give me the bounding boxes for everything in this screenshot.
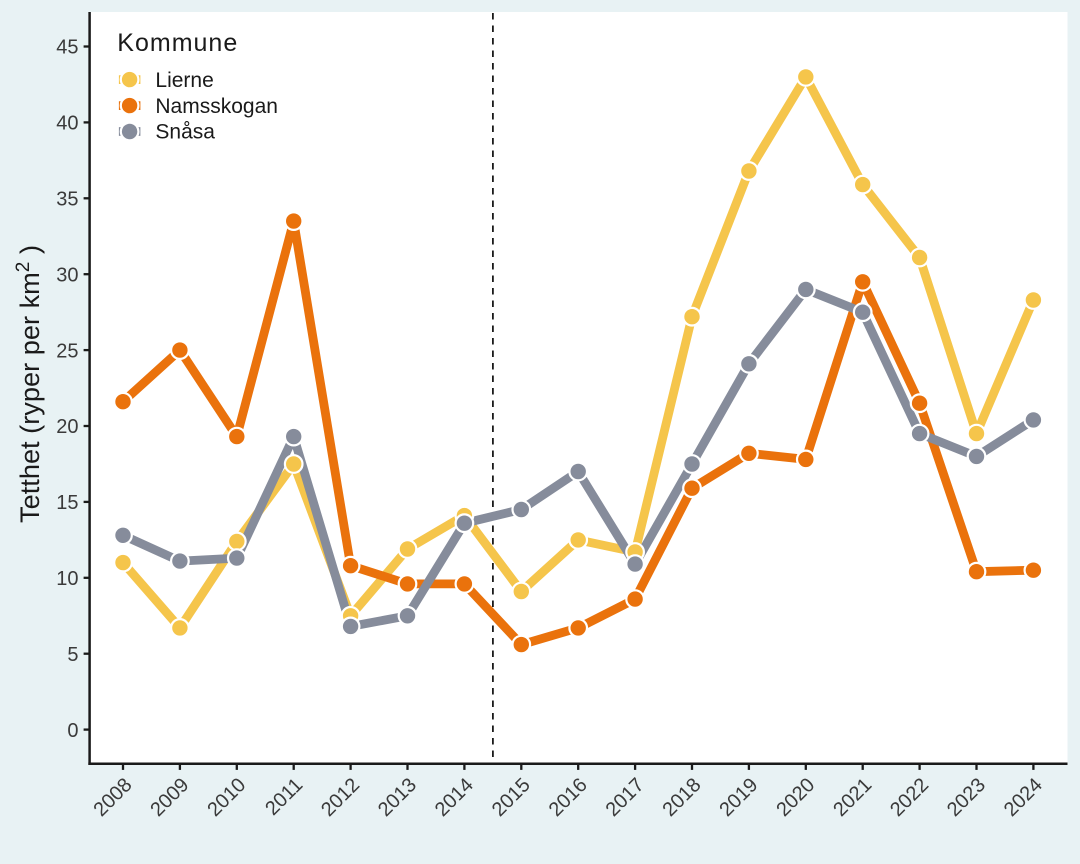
svg-text:Kommune: Kommune — [117, 29, 238, 57]
svg-text:Snåsa: Snåsa — [155, 121, 215, 144]
svg-text:Tetthet (ryper per km2 ): Tetthet (ryper per km2 ) — [13, 245, 45, 523]
svg-text:2022: 2022 — [886, 774, 933, 821]
svg-text:2012: 2012 — [317, 774, 364, 821]
svg-text:2013: 2013 — [374, 774, 421, 821]
svg-text:Namsskogan: Namsskogan — [155, 95, 278, 118]
svg-text:10: 10 — [56, 568, 78, 590]
svg-text:45: 45 — [56, 37, 78, 59]
svg-text:20: 20 — [56, 416, 78, 438]
svg-text:5: 5 — [67, 644, 78, 666]
svg-text:0: 0 — [67, 720, 78, 742]
svg-text:25: 25 — [56, 340, 78, 362]
svg-text:2023: 2023 — [943, 774, 990, 821]
svg-text:35: 35 — [56, 189, 78, 211]
svg-text:2016: 2016 — [545, 774, 592, 821]
svg-text:40: 40 — [56, 113, 78, 135]
svg-text:2020: 2020 — [772, 774, 819, 821]
svg-text:Lierne: Lierne — [155, 69, 213, 92]
svg-text:2014: 2014 — [431, 774, 478, 821]
svg-text:2021: 2021 — [829, 774, 876, 821]
svg-text:2019: 2019 — [715, 774, 762, 821]
svg-text:2017: 2017 — [602, 774, 649, 821]
svg-text:2010: 2010 — [203, 774, 250, 821]
svg-text:2024: 2024 — [1000, 774, 1047, 821]
svg-text:2009: 2009 — [146, 774, 193, 821]
svg-text:2011: 2011 — [261, 774, 307, 820]
svg-text:30: 30 — [56, 264, 78, 286]
svg-text:15: 15 — [56, 492, 78, 514]
svg-text:2018: 2018 — [659, 774, 706, 821]
svg-text:2015: 2015 — [488, 774, 535, 821]
svg-text:2008: 2008 — [90, 774, 137, 821]
